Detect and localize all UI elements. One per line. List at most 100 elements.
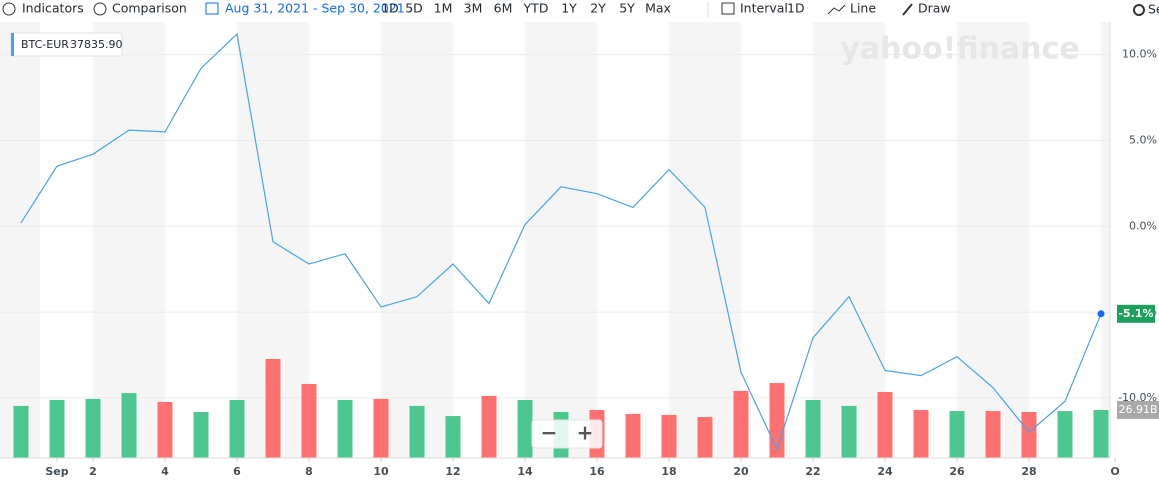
stripe	[93, 22, 165, 458]
x-tick-label: 22	[805, 465, 820, 478]
x-tick-label: 10	[373, 465, 389, 478]
settings-button[interactable]: Se	[1148, 2, 1159, 17]
range-button[interactable]: 1Y	[561, 1, 577, 16]
x-tick-label: 14	[517, 465, 533, 478]
volume-bar	[193, 411, 209, 458]
volume-bar	[1093, 409, 1109, 458]
y-tick-label: 5.0%	[1129, 133, 1157, 146]
legend-swatch	[11, 33, 14, 56]
volume-bar	[841, 405, 857, 458]
icon	[2, 2, 16, 16]
volume-bar	[301, 383, 317, 458]
stripe	[381, 22, 453, 458]
x-tick-label: 28	[1021, 465, 1036, 478]
volume-bar	[481, 395, 497, 458]
range-button[interactable]: 1M	[434, 1, 453, 16]
line-button[interactable]: Line	[850, 1, 876, 16]
x-tick-label: 2	[89, 465, 97, 478]
range-button[interactable]: 1D	[381, 1, 399, 16]
volume-bar	[337, 400, 353, 458]
volume-bar	[985, 411, 1001, 458]
volume-bar	[733, 390, 749, 458]
zoom-in[interactable]: +	[577, 421, 594, 445]
volume-badge	[1117, 400, 1159, 419]
volume-bar	[805, 400, 821, 458]
price-line	[20, 32, 1102, 452]
x-tick-label: 26	[949, 465, 965, 478]
legend: BTC-EUR 37835.90	[10, 32, 123, 57]
volume-bar	[13, 405, 29, 458]
watermark: yahoo!finance	[840, 32, 1079, 67]
volume-bar	[1021, 411, 1037, 458]
volume-bar	[769, 383, 785, 458]
range-button[interactable]: YTD	[523, 1, 549, 16]
volume-bar	[697, 416, 713, 458]
range-button[interactable]: Max	[645, 1, 671, 16]
volume-label: 26.91B	[1118, 403, 1157, 416]
volume-bar	[49, 400, 65, 458]
volume-bars	[13, 358, 1109, 458]
stripe	[813, 22, 885, 458]
price-badge-label: -5.1%	[1118, 307, 1153, 320]
volume-bar	[121, 393, 137, 458]
background-stripes	[0, 22, 1110, 458]
x-tick-label: 4	[161, 465, 169, 478]
interval-value[interactable]: 1D	[787, 1, 805, 16]
toolbar: Indicators Comparison Aug 31, 2021 - Sep…	[2, 1, 1159, 18]
range-button[interactable]: 2Y	[590, 1, 606, 16]
range-button[interactable]: 5D	[405, 1, 423, 16]
x-tick-label: 18	[661, 465, 676, 478]
icon	[827, 4, 846, 15]
volume-bar	[373, 398, 389, 458]
x-tick-label: 16	[589, 465, 605, 478]
last-point	[1097, 310, 1105, 318]
indicators-button[interactable]: Indicators	[22, 1, 84, 16]
stripe	[1101, 22, 1110, 458]
zoom-out[interactable]: −	[541, 421, 558, 445]
x-tick-label: 8	[305, 465, 313, 478]
volume-bar	[229, 400, 245, 458]
date-range[interactable]: Aug 31, 2021 - Sep 30, 2021	[225, 1, 405, 16]
volume-bar	[85, 398, 101, 458]
zoom-controls: − +	[531, 419, 603, 449]
volume-bar	[625, 413, 641, 458]
volume-bar	[661, 415, 677, 458]
range-button[interactable]: 3M	[464, 1, 483, 16]
comparison-button[interactable]: Comparison	[112, 1, 187, 16]
range-buttons: 1D 5D 1M 3M 6M YTD 1Y 2Y 5Y Max	[381, 1, 671, 16]
interval-button[interactable]: Interval	[740, 1, 788, 16]
range-button[interactable]: 6M	[494, 1, 513, 16]
x-tick-label: 20	[733, 465, 749, 478]
x-tick-label: 12	[445, 465, 460, 478]
icon	[721, 2, 735, 15]
icon	[1133, 4, 1145, 16]
volume-bar	[157, 401, 173, 458]
legend-price: 37835.90	[70, 38, 123, 51]
range-button[interactable]: 5Y	[619, 1, 635, 16]
volume-bar	[517, 400, 533, 458]
stripe	[525, 22, 597, 458]
volume-bar	[445, 416, 461, 458]
x-tick-label: Sep	[45, 465, 68, 478]
x-tick-label: 24	[877, 465, 893, 478]
volume-bar	[877, 391, 893, 458]
legend-name: BTC-EUR	[21, 38, 69, 51]
volume-bar	[1057, 411, 1073, 458]
stripe	[957, 22, 1029, 458]
volume-bar	[265, 358, 281, 458]
icon	[205, 2, 219, 15]
price-badge	[1117, 304, 1155, 323]
y-tick-label: -10.0%	[1118, 391, 1157, 404]
zoom-box	[531, 419, 603, 449]
icon	[902, 3, 913, 16]
draw-button[interactable]: Draw	[918, 1, 951, 16]
x-tick-label: O	[1110, 465, 1119, 478]
volume-bar	[913, 410, 929, 458]
volume-bar	[949, 411, 965, 458]
volume-bar	[409, 405, 425, 458]
y-tick-label: 0.0%	[1129, 219, 1157, 232]
stripe	[669, 22, 741, 458]
plot	[20, 32, 1105, 452]
icon	[93, 2, 107, 16]
